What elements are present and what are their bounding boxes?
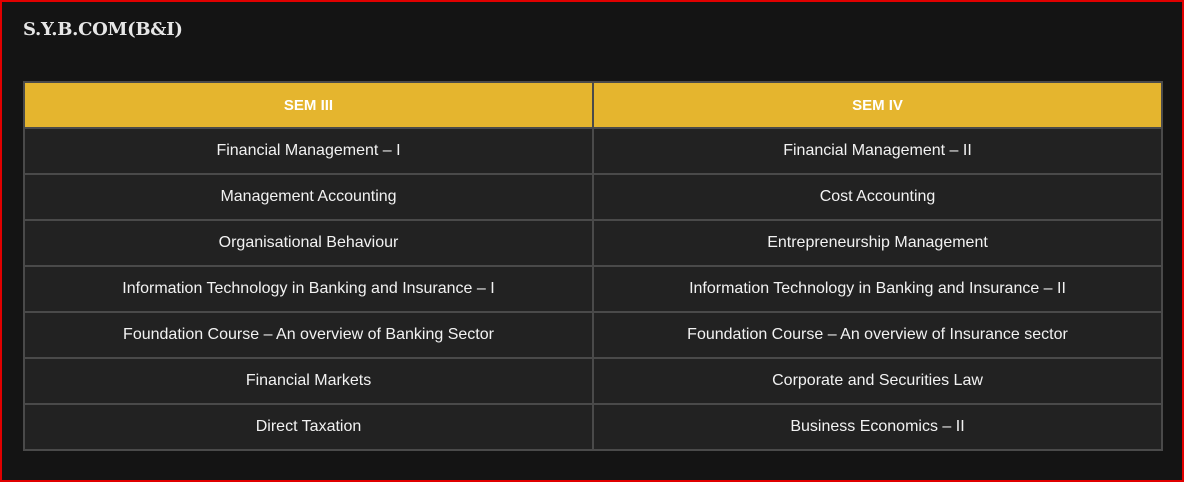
sem-iii-subject: Direct Taxation [23, 403, 594, 451]
table-row: Organisational Behaviour Entrepreneurshi… [23, 219, 1163, 267]
header-sem-iii: SEM III [23, 81, 594, 129]
table-header-row: SEM III SEM IV [23, 81, 1163, 129]
table-row: Financial Management – I Financial Manag… [23, 127, 1163, 175]
table-row: Direct Taxation Business Economics – II [23, 403, 1163, 451]
table-row: Foundation Course – An overview of Banki… [23, 311, 1163, 359]
page-title: S.Y.B.COM(B&I) [23, 19, 183, 40]
syllabus-table: SEM III SEM IV Financial Management – I … [23, 81, 1163, 451]
table-row: Information Technology in Banking and In… [23, 265, 1163, 313]
sem-iii-subject: Management Accounting [23, 173, 594, 221]
sem-iii-subject: Financial Management – I [23, 127, 594, 175]
sem-iv-subject: Foundation Course – An overview of Insur… [592, 311, 1163, 359]
sem-iii-subject: Financial Markets [23, 357, 594, 405]
sem-iv-subject: Corporate and Securities Law [592, 357, 1163, 405]
sem-iv-subject: Cost Accounting [592, 173, 1163, 221]
table-row: Management Accounting Cost Accounting [23, 173, 1163, 221]
sem-iv-subject: Entrepreneurship Management [592, 219, 1163, 267]
sem-iv-subject: Business Economics – II [592, 403, 1163, 451]
table-row: Financial Markets Corporate and Securiti… [23, 357, 1163, 405]
sem-iii-subject: Organisational Behaviour [23, 219, 594, 267]
sem-iv-subject: Information Technology in Banking and In… [592, 265, 1163, 313]
header-sem-iv: SEM IV [592, 81, 1163, 129]
sem-iv-subject: Financial Management – II [592, 127, 1163, 175]
sem-iii-subject: Information Technology in Banking and In… [23, 265, 594, 313]
sem-iii-subject: Foundation Course – An overview of Banki… [23, 311, 594, 359]
